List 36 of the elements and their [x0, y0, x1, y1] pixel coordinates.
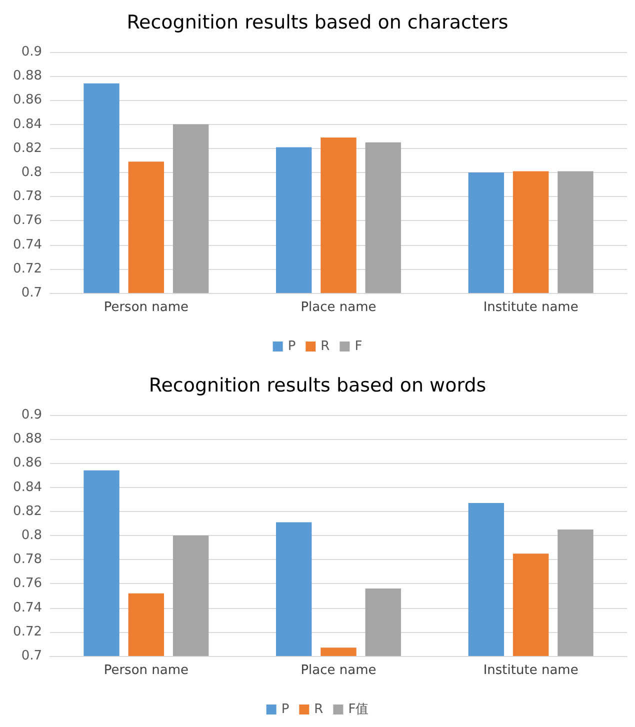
x-tick-label: Institute name [483, 663, 578, 678]
legend-label: P [288, 339, 296, 354]
x-tick-label: Person name [104, 300, 189, 315]
y-tick-label: 0.74 [13, 237, 42, 252]
x-tick-label: Place name [300, 300, 376, 315]
y-tick-label: 0.72 [13, 624, 42, 640]
y-tick-label: 0.74 [13, 600, 42, 616]
legend-label: R [320, 339, 330, 354]
y-tick-label: 0.82 [13, 140, 42, 156]
legend-label: P [281, 702, 290, 717]
legend-label: F [354, 339, 362, 354]
y-tick-label: 0.76 [13, 213, 42, 228]
chart-title: Recognition results based on words [148, 374, 486, 396]
legend-label: R [314, 702, 324, 717]
x-tick-label: Institute name [483, 300, 578, 315]
y-tick-label: 0.78 [13, 552, 42, 568]
y-tick-label: 0.8 [21, 165, 42, 180]
y-tick-label: 0.82 [13, 504, 42, 519]
y-tick-label: 0.76 [13, 576, 42, 592]
y-tick-label: 0.84 [13, 480, 42, 495]
x-tick-label: Person name [104, 663, 189, 678]
chart-title: Recognition results based on characters [126, 12, 508, 34]
y-tick-label: 0.9 [21, 44, 42, 60]
y-tick-label: 0.8 [21, 528, 42, 543]
y-tick-label: 0.7 [21, 286, 42, 300]
y-tick-label: 0.86 [13, 92, 42, 108]
y-tick-label: 0.88 [13, 68, 42, 84]
legend-label: F值 [348, 702, 369, 717]
y-tick-label: 0.72 [13, 261, 42, 276]
y-tick-label: 0.78 [13, 189, 42, 204]
y-tick-label: 0.86 [13, 456, 42, 471]
y-tick-label: 0.9 [21, 408, 42, 422]
y-tick-label: 0.88 [13, 432, 42, 447]
x-tick-label: Place name [300, 663, 376, 678]
y-tick-label: 0.7 [21, 648, 42, 664]
y-tick-label: 0.84 [13, 116, 42, 132]
